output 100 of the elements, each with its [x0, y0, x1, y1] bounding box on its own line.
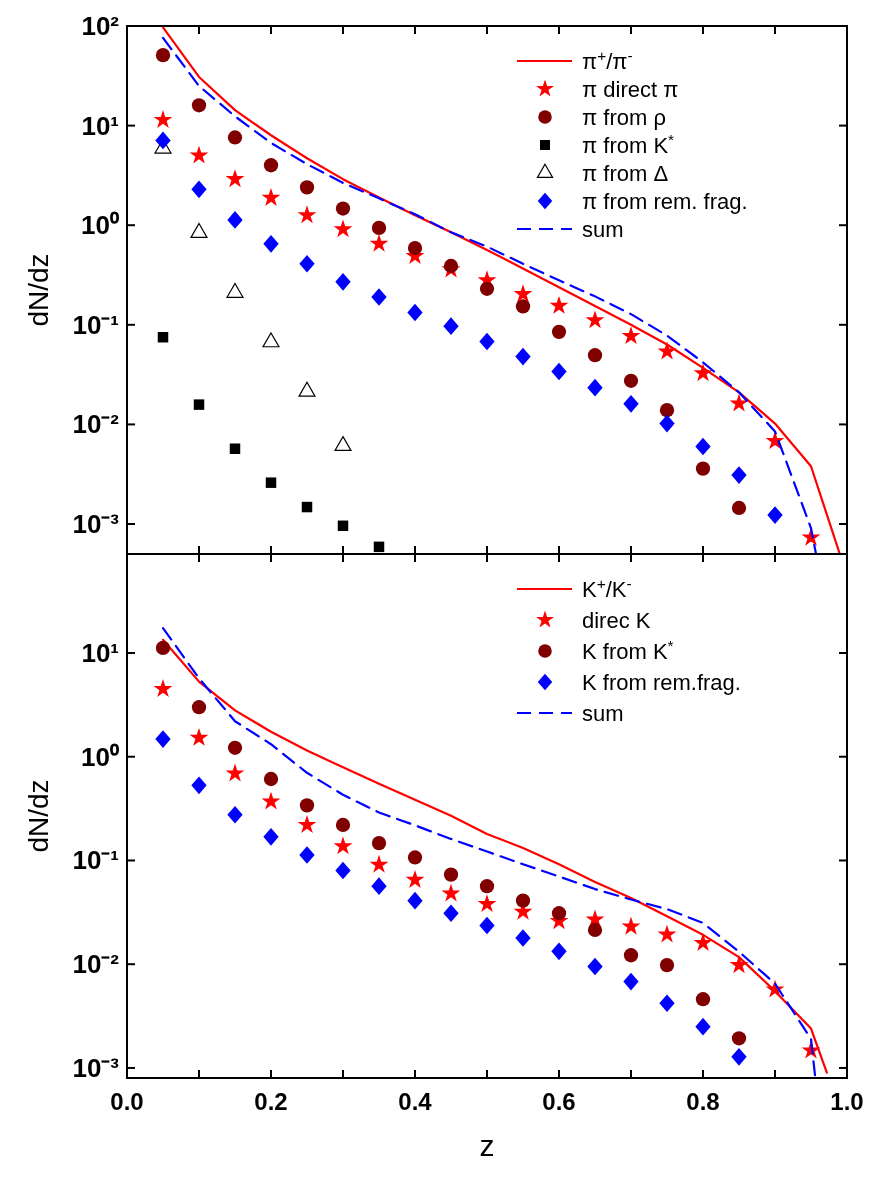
point — [301, 501, 313, 513]
point — [193, 399, 205, 410]
legend-label: K$^{+}$/K$^{-}$ — [582, 574, 632, 602]
point — [695, 437, 711, 456]
point — [479, 332, 495, 351]
point — [621, 326, 641, 345]
point — [693, 363, 713, 382]
point — [263, 828, 279, 846]
point — [479, 281, 495, 296]
x-axis-title: z — [479, 1129, 495, 1162]
point — [229, 443, 241, 454]
legend-label: sum — [582, 217, 624, 242]
point — [373, 541, 385, 553]
point — [731, 500, 747, 516]
point — [551, 362, 567, 381]
point — [227, 740, 243, 755]
point — [191, 776, 207, 795]
point — [695, 992, 711, 1007]
point — [227, 130, 243, 145]
point — [369, 233, 389, 252]
point — [263, 158, 279, 173]
y-tick-label: 10¹ — [81, 110, 119, 141]
point — [587, 957, 603, 976]
point — [335, 201, 351, 216]
point — [585, 310, 605, 329]
point — [479, 916, 495, 935]
point — [587, 922, 603, 938]
x-tick-label: 0.8 — [686, 1088, 720, 1115]
point — [729, 393, 749, 412]
legend-label: K from rem.frag. — [582, 670, 741, 695]
y-tick-label: 10⁻³ — [72, 509, 120, 540]
y-axis-title: dN/dz — [23, 779, 54, 853]
point — [155, 131, 171, 150]
point — [407, 240, 423, 256]
point — [515, 347, 531, 366]
point — [623, 948, 639, 963]
point — [515, 929, 531, 947]
point — [155, 640, 171, 656]
y-tick-label: 10¹ — [81, 637, 119, 668]
x-tick-label: 0.2 — [254, 1088, 288, 1115]
point — [767, 506, 783, 524]
point — [153, 679, 173, 697]
point — [265, 477, 277, 488]
point — [659, 403, 675, 418]
y-tick-label: 10⁻² — [72, 409, 120, 440]
point — [333, 836, 353, 855]
point — [407, 891, 423, 910]
point — [299, 798, 315, 813]
point — [297, 205, 317, 224]
point — [227, 211, 243, 229]
point — [729, 955, 749, 974]
y-tick-label: 10⁻² — [72, 949, 120, 980]
point — [297, 815, 317, 833]
legend-label: π from ρ — [582, 105, 666, 130]
point — [765, 431, 785, 450]
point — [693, 933, 713, 952]
point — [189, 727, 209, 746]
point — [659, 994, 675, 1013]
y-tick-label: 10⁻¹ — [72, 845, 119, 876]
point — [621, 916, 641, 935]
point — [443, 258, 459, 274]
point — [225, 169, 245, 188]
point — [371, 835, 387, 851]
point — [551, 942, 567, 961]
legend-label: π from K$^{*}$ — [582, 130, 675, 158]
point — [443, 317, 459, 335]
point — [155, 48, 171, 63]
point — [443, 867, 459, 882]
y-tick-label: 10⁰ — [81, 741, 120, 772]
point — [695, 1017, 711, 1036]
legend-label: π$^{+}$/π$^{-}$ — [582, 46, 633, 74]
point — [623, 373, 639, 388]
point — [333, 219, 353, 238]
point — [263, 235, 279, 253]
point — [405, 869, 425, 888]
point — [513, 284, 533, 303]
point — [695, 461, 711, 476]
point — [587, 348, 603, 363]
point — [299, 846, 315, 864]
point — [189, 145, 209, 164]
point — [371, 288, 387, 306]
y-tick-label: 10⁻³ — [72, 1052, 120, 1083]
legend-label: sum — [582, 701, 624, 726]
point — [549, 295, 569, 314]
legend-label: π from Δ — [582, 161, 669, 186]
point — [157, 332, 169, 343]
point — [407, 303, 423, 322]
x-tick-label: 0.4 — [398, 1088, 433, 1115]
point — [225, 763, 245, 782]
point — [623, 972, 639, 991]
point — [155, 730, 171, 748]
point — [371, 877, 387, 896]
point — [191, 98, 207, 113]
point — [551, 324, 567, 339]
point — [299, 180, 315, 195]
point — [299, 254, 315, 273]
x-tick-label: 0.6 — [542, 1088, 576, 1115]
point — [441, 883, 461, 902]
point — [337, 520, 349, 532]
point — [477, 894, 497, 913]
